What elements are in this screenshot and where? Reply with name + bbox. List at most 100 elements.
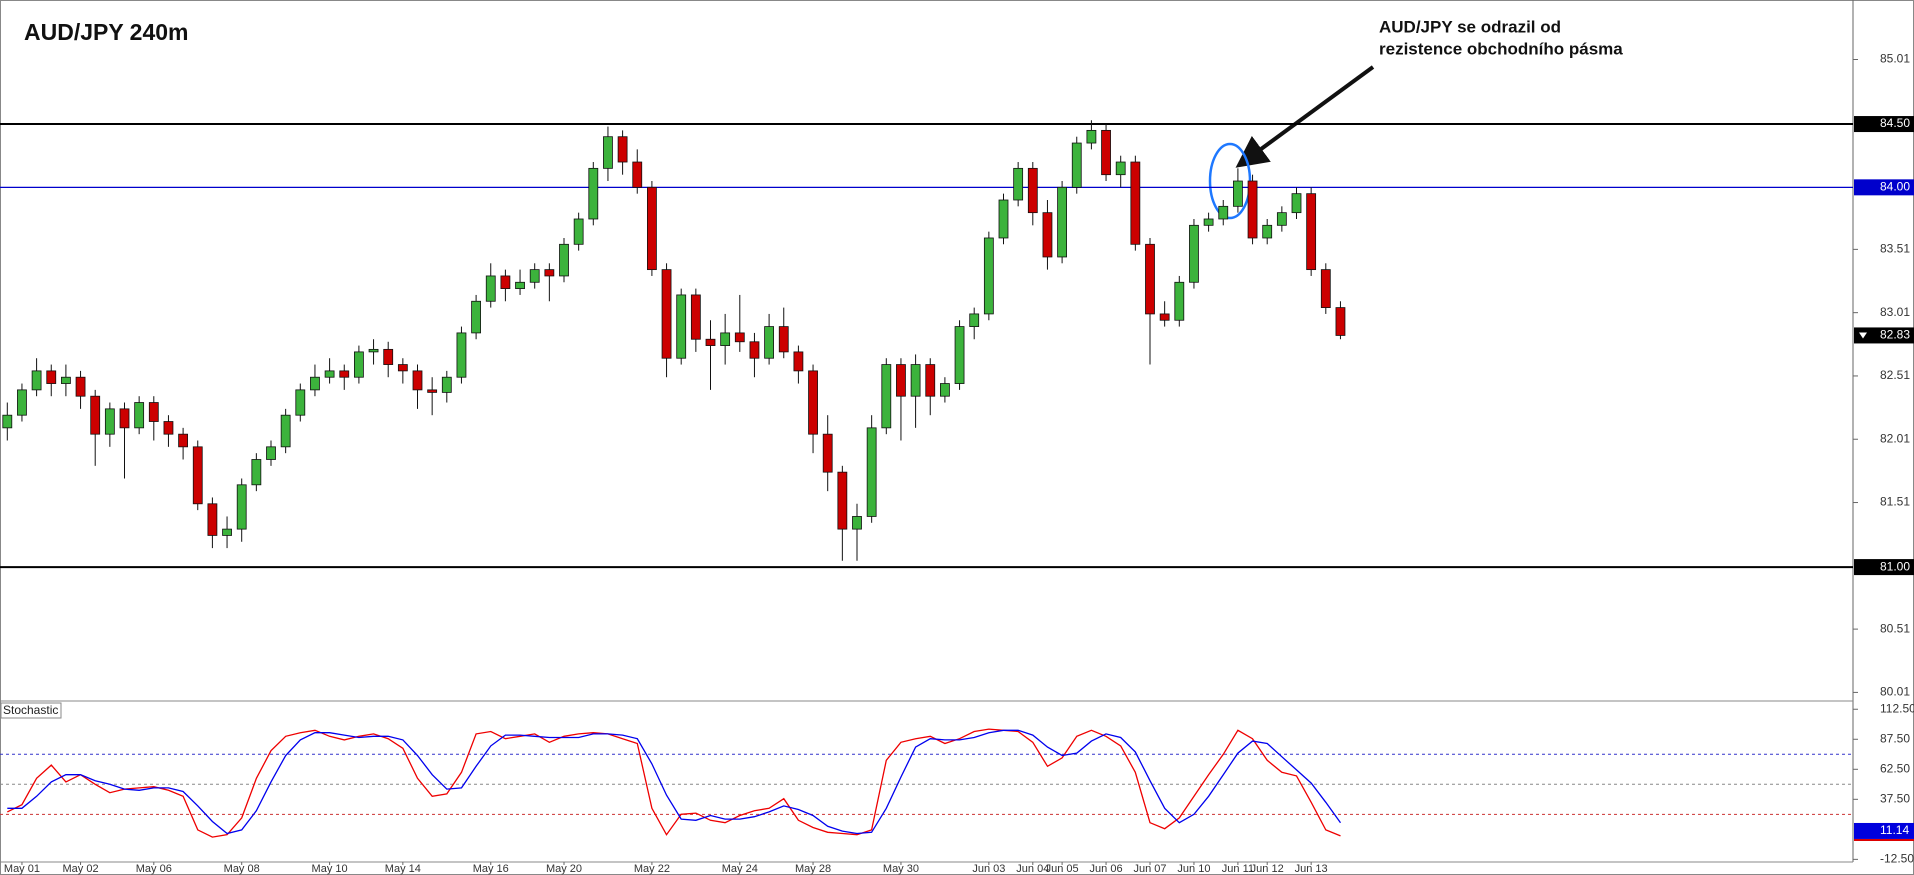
candle-body — [969, 313, 980, 327]
candle-body — [559, 243, 569, 277]
candle-body — [383, 348, 394, 365]
candle-body — [705, 338, 716, 346]
candle-body — [75, 376, 86, 397]
candle-body — [793, 351, 804, 372]
candle-body — [192, 446, 203, 505]
candle-body — [61, 376, 71, 384]
stoch-current-box — [1854, 822, 1914, 839]
chart-title: AUD/JPY 240m — [24, 19, 189, 45]
y-tick-label: 81.51 — [1880, 495, 1910, 509]
candle-body — [822, 433, 833, 473]
y-tick-label: 80.51 — [1880, 621, 1910, 635]
x-tick-label: Jun 06 — [1090, 863, 1123, 875]
stoch-current-label: 11.14 — [1880, 823, 1909, 837]
x-tick-label: Jun 13 — [1295, 863, 1328, 875]
y-tick-label: 83.01 — [1880, 305, 1910, 319]
x-tick-label: Jun 03 — [972, 863, 1005, 875]
candle-body — [1057, 186, 1067, 258]
candle-body — [1145, 243, 1155, 315]
current-price-label: 82.83 — [1880, 328, 1910, 342]
level-label-box — [1854, 116, 1914, 133]
candle-body — [1189, 224, 1199, 283]
candle-body — [46, 370, 57, 384]
candle-body — [1174, 281, 1185, 321]
y-tick-label: 85.01 — [1880, 52, 1910, 66]
candle-body — [163, 421, 174, 435]
x-tick-label: May 10 — [312, 863, 348, 875]
x-tick-label: May 01 — [4, 863, 40, 875]
x-tick-label: May 02 — [63, 863, 99, 875]
candle-body — [778, 326, 789, 353]
candle-body — [954, 326, 965, 384]
candle-body — [236, 484, 247, 530]
candle-body — [676, 294, 687, 359]
x-tick-label: Jun 05 — [1046, 863, 1079, 875]
candle-body — [90, 395, 101, 435]
candle-body — [500, 275, 511, 290]
candle-body — [661, 269, 672, 359]
candle-body — [1203, 218, 1214, 226]
candle-body — [588, 167, 599, 220]
candle-body — [1262, 224, 1273, 239]
candle-body — [1247, 180, 1258, 239]
annotation: rezistence obchodního pásma — [1379, 39, 1623, 58]
candle-body — [573, 218, 584, 245]
candle-body — [734, 332, 745, 343]
candle-body — [456, 332, 467, 378]
candle-body — [1218, 205, 1229, 220]
candle-body — [1306, 193, 1317, 271]
y-tick-label: 83.51 — [1880, 242, 1910, 256]
stoch-line — [7, 729, 1342, 835]
annotation: AUD/JPY se odrazil od — [1379, 17, 1561, 36]
candle-body — [983, 237, 994, 315]
candle-body — [251, 459, 262, 486]
candle-body — [910, 364, 921, 397]
candle-body — [1101, 129, 1111, 176]
candle-body — [17, 389, 27, 416]
candle-body — [647, 186, 657, 271]
candle-body — [441, 376, 452, 393]
candle-body — [852, 516, 862, 530]
candle-body — [485, 275, 496, 302]
x-tick-label: May 20 — [546, 863, 582, 875]
candle-body — [134, 402, 145, 429]
candle-body — [222, 528, 232, 536]
candle-body — [31, 370, 42, 391]
current-price-marker — [1859, 332, 1867, 339]
x-tick-label: May 06 — [136, 863, 172, 875]
y-tick-label: 82.01 — [1880, 431, 1910, 445]
candle-body — [2, 414, 13, 429]
candle-body — [603, 136, 613, 169]
candle-body — [1130, 161, 1141, 245]
candle-body — [1086, 129, 1097, 144]
candle-body — [632, 161, 643, 188]
x-tick-label: Jun 12 — [1251, 863, 1284, 875]
annotation-arrow — [1235, 65, 1375, 168]
level-label: 81.00 — [1880, 559, 1910, 573]
candle-body — [1320, 269, 1331, 308]
x-tick-label: May 14 — [385, 863, 421, 875]
candle-body — [119, 408, 130, 429]
candle-body — [1027, 167, 1038, 214]
x-tick-label: May 28 — [795, 863, 831, 875]
candle-body — [764, 326, 774, 359]
x-tick-label: May 30 — [883, 863, 919, 875]
candle-body — [925, 364, 936, 397]
candle-body — [998, 199, 1009, 239]
indicator-label-box — [0, 702, 62, 719]
level-label-box — [1854, 559, 1914, 576]
candle-body — [1291, 193, 1302, 214]
y-tick-label: 82.51 — [1880, 368, 1910, 382]
candle-body — [353, 351, 364, 378]
stoch-y-tick-label: 62.50 — [1880, 761, 1910, 775]
candle-body — [617, 136, 628, 163]
stoch-y-tick-label: -12.50 — [1880, 852, 1914, 866]
candle-body — [1233, 180, 1243, 207]
stoch-line — [7, 728, 1341, 838]
candle-body — [808, 370, 818, 435]
current-price-box — [1854, 327, 1914, 344]
candle-body — [207, 503, 218, 536]
x-tick-label: Jun 11 — [1222, 863, 1254, 875]
stoch-y-tick-label: 37.50 — [1880, 791, 1910, 805]
